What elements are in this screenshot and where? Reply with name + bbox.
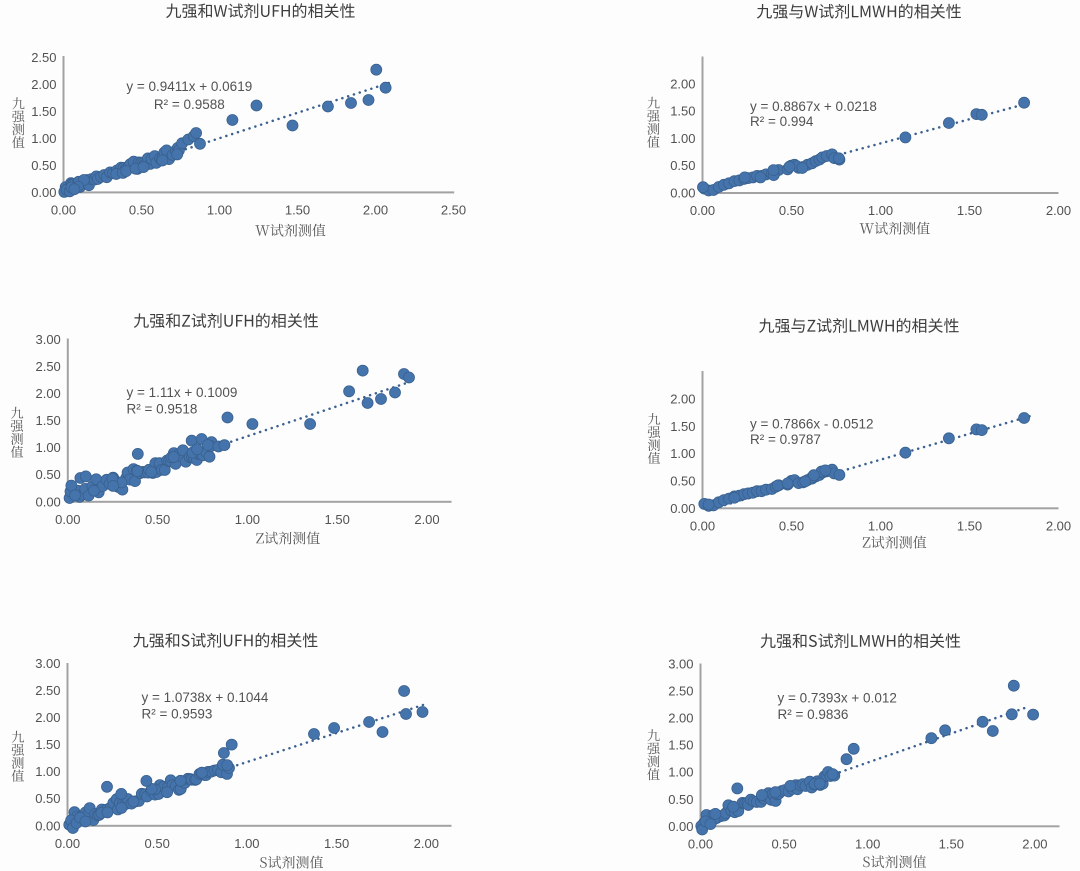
svg-text:0.50: 0.50 xyxy=(670,158,695,173)
svg-text:y = 0.7866x - 0.0512: y = 0.7866x - 0.0512 xyxy=(750,417,873,432)
svg-text:0.00: 0.00 xyxy=(55,836,80,851)
svg-text:0.50: 0.50 xyxy=(779,518,804,533)
svg-text:0.00: 0.00 xyxy=(690,518,715,533)
svg-text:1.50: 1.50 xyxy=(285,202,310,217)
svg-text:y = 0.9411x + 0.0619: y = 0.9411x + 0.0619 xyxy=(126,79,252,94)
svg-text:1.00: 1.00 xyxy=(868,203,893,218)
svg-text:2.00: 2.00 xyxy=(1046,203,1071,218)
svg-text:1.00: 1.00 xyxy=(235,512,260,527)
svg-text:2.00: 2.00 xyxy=(1046,518,1071,533)
svg-text:0.50: 0.50 xyxy=(670,474,695,489)
svg-text:0.50: 0.50 xyxy=(771,836,796,851)
svg-text:0.00: 0.00 xyxy=(668,819,693,834)
svg-text:2.00: 2.00 xyxy=(414,512,439,527)
svg-text:0.00: 0.00 xyxy=(35,818,60,833)
svg-text:R² = 0.9588: R² = 0.9588 xyxy=(154,97,225,112)
svg-text:2.00: 2.00 xyxy=(31,77,56,92)
svg-text:R² = 0.9593: R² = 0.9593 xyxy=(142,707,213,722)
svg-text:R² = 0.9787: R² = 0.9787 xyxy=(750,432,821,447)
svg-text:y = 1.11x + 0.1009: y = 1.11x + 0.1009 xyxy=(127,385,238,400)
svg-text:1.00: 1.00 xyxy=(35,440,60,455)
svg-text:1.50: 1.50 xyxy=(31,104,56,119)
svg-text:0.50: 0.50 xyxy=(35,467,60,482)
svg-text:0.00: 0.00 xyxy=(690,203,715,218)
svg-text:0.50: 0.50 xyxy=(145,836,170,851)
svg-text:1.50: 1.50 xyxy=(670,419,695,434)
svg-text:2.00: 2.00 xyxy=(414,836,439,851)
svg-text:0.50: 0.50 xyxy=(145,512,170,527)
svg-text:1.00: 1.00 xyxy=(31,131,56,146)
svg-text:1.00: 1.00 xyxy=(207,202,232,217)
svg-text:1.50: 1.50 xyxy=(324,836,349,851)
svg-text:2.00: 2.00 xyxy=(363,202,388,217)
svg-text:2.00: 2.00 xyxy=(35,710,60,725)
svg-text:1.00: 1.00 xyxy=(868,518,893,533)
svg-text:2.50: 2.50 xyxy=(31,50,56,65)
svg-text:2.00: 2.00 xyxy=(670,392,695,407)
svg-text:0.00: 0.00 xyxy=(688,836,713,851)
svg-text:y = 0.7393x + 0.012: y = 0.7393x + 0.012 xyxy=(778,691,897,706)
svg-text:2.50: 2.50 xyxy=(35,359,60,374)
svg-text:1.00: 1.00 xyxy=(35,764,60,779)
svg-text:2.50: 2.50 xyxy=(35,683,60,698)
svg-text:1.00: 1.00 xyxy=(855,836,880,851)
svg-text:R² = 0.994: R² = 0.994 xyxy=(750,114,814,129)
svg-text:2.00: 2.00 xyxy=(1022,836,1047,851)
svg-text:1.00: 1.00 xyxy=(668,765,693,780)
svg-text:1.50: 1.50 xyxy=(668,738,693,753)
svg-text:0.00: 0.00 xyxy=(31,185,56,200)
svg-text:1.00: 1.00 xyxy=(670,131,695,146)
svg-text:0.00: 0.00 xyxy=(51,202,76,217)
svg-text:0.50: 0.50 xyxy=(31,158,56,173)
svg-text:0.00: 0.00 xyxy=(55,512,80,527)
svg-text:y = 0.8867x + 0.0218: y = 0.8867x + 0.0218 xyxy=(750,99,877,114)
svg-text:1.50: 1.50 xyxy=(670,104,695,119)
svg-text:1.00: 1.00 xyxy=(234,836,259,851)
svg-text:0.50: 0.50 xyxy=(35,791,60,806)
svg-text:1.50: 1.50 xyxy=(325,512,350,527)
svg-text:1.50: 1.50 xyxy=(939,836,964,851)
svg-text:1.50: 1.50 xyxy=(957,203,982,218)
svg-text:1.50: 1.50 xyxy=(957,518,982,533)
svg-text:1.50: 1.50 xyxy=(35,413,60,428)
svg-text:0.00: 0.00 xyxy=(670,186,695,201)
svg-text:0.00: 0.00 xyxy=(35,494,60,509)
svg-text:0.50: 0.50 xyxy=(129,202,154,217)
svg-text:2.00: 2.00 xyxy=(670,76,695,91)
svg-text:R² = 0.9518: R² = 0.9518 xyxy=(127,402,198,417)
svg-text:3.00: 3.00 xyxy=(35,332,60,347)
svg-text:2.50: 2.50 xyxy=(668,684,693,699)
svg-text:3.00: 3.00 xyxy=(35,656,60,671)
svg-text:2.50: 2.50 xyxy=(441,202,466,217)
svg-text:1.50: 1.50 xyxy=(35,737,60,752)
svg-text:2.00: 2.00 xyxy=(668,711,693,726)
svg-text:0.00: 0.00 xyxy=(670,501,695,516)
svg-text:0.50: 0.50 xyxy=(668,792,693,807)
svg-text:2.00: 2.00 xyxy=(35,386,60,401)
svg-text:R² = 0.9836: R² = 0.9836 xyxy=(778,707,849,722)
svg-text:3.00: 3.00 xyxy=(668,657,693,672)
svg-text:y = 1.0738x + 0.1044: y = 1.0738x + 0.1044 xyxy=(142,690,269,705)
svg-text:0.50: 0.50 xyxy=(779,203,804,218)
svg-text:1.00: 1.00 xyxy=(670,446,695,461)
